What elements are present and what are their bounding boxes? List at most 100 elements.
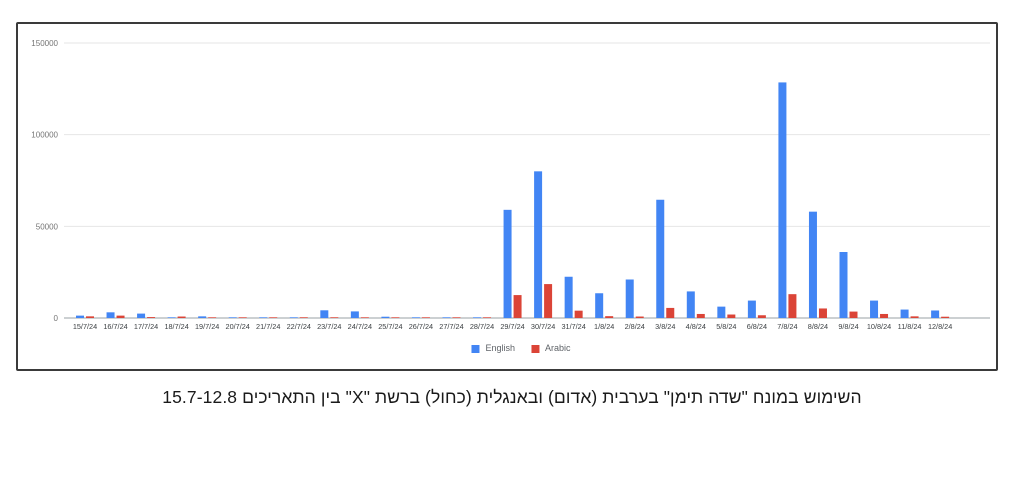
bar-arabic xyxy=(635,316,644,318)
bar-english xyxy=(350,311,359,318)
x-tick-label: 2/8/24 xyxy=(625,322,645,331)
bar-arabic xyxy=(391,317,400,318)
bar-english xyxy=(106,312,115,318)
bar-arabic xyxy=(483,317,492,318)
y-tick-label: 0 xyxy=(54,314,59,323)
x-tick-label: 17/7/24 xyxy=(134,322,158,331)
bar-english xyxy=(931,310,940,318)
x-tick-label: 22/7/24 xyxy=(287,322,311,331)
x-tick-label: 23/7/24 xyxy=(317,322,341,331)
bar-english xyxy=(534,171,543,318)
x-tick-label: 26/7/24 xyxy=(409,322,433,331)
bar-arabic xyxy=(238,317,247,318)
bar-english xyxy=(289,317,298,318)
bar-arabic xyxy=(330,317,339,318)
bar-arabic xyxy=(177,316,186,318)
bar-english xyxy=(778,82,787,318)
legend-item-arabic: Arabic xyxy=(531,344,571,353)
bar-arabic xyxy=(727,314,736,318)
x-tick-label: 25/7/24 xyxy=(378,322,402,331)
legend-item-english: English xyxy=(471,344,515,353)
bar-english xyxy=(808,211,817,318)
bar-english xyxy=(564,276,573,318)
x-tick-label: 1/8/24 xyxy=(594,322,614,331)
bar-arabic xyxy=(86,316,94,318)
bar-arabic xyxy=(910,316,919,318)
x-tick-label: 6/8/24 xyxy=(747,322,767,331)
bar-arabic xyxy=(818,308,827,318)
bar-english xyxy=(870,300,879,318)
bar-english xyxy=(473,317,482,318)
bar-arabic xyxy=(147,317,156,318)
bar-arabic xyxy=(208,317,217,318)
x-tick-label: 8/8/24 xyxy=(808,322,828,331)
bar-english xyxy=(228,317,237,318)
x-tick-label: 16/7/24 xyxy=(103,322,127,331)
chart-legend: English Arabic xyxy=(471,344,571,353)
bar-arabic xyxy=(941,316,950,318)
bar-english xyxy=(259,317,268,318)
bar-arabic xyxy=(452,317,461,318)
x-tick-label: 9/8/24 xyxy=(838,322,858,331)
bar-chart-canvas: 0 50000 100000 150000 15/7/24 16/7/24 17/7/24 1… xyxy=(31,39,990,331)
bar-english xyxy=(595,293,604,318)
x-tick-label: 3/8/24 xyxy=(655,322,675,331)
bar-arabic xyxy=(757,315,766,318)
bar-english xyxy=(686,291,695,318)
x-tick-label: 4/8/24 xyxy=(686,322,706,331)
bar-arabic xyxy=(666,307,675,318)
bar-arabic xyxy=(574,310,583,318)
bar-english xyxy=(625,279,634,318)
x-tick-label: 31/7/24 xyxy=(561,322,585,331)
x-tick-label: 10/8/24 xyxy=(867,322,891,331)
bar-english xyxy=(76,315,84,318)
bar-arabic xyxy=(544,284,553,318)
x-tick-label: 12/8/24 xyxy=(928,322,952,331)
bar-arabic xyxy=(421,317,430,318)
x-tick-label: 27/7/24 xyxy=(439,322,463,331)
x-tick-label: 11/8/24 xyxy=(898,322,922,331)
bar-arabic xyxy=(849,311,858,318)
x-tick-label: 24/7/24 xyxy=(348,322,372,331)
bar-english xyxy=(656,199,665,318)
bar-english xyxy=(167,317,176,318)
x-tick-label: 28/7/24 xyxy=(470,322,494,331)
x-tick-label: 19/7/24 xyxy=(195,322,219,331)
x-tick-label: 30/7/24 xyxy=(531,322,555,331)
bar-arabic xyxy=(360,317,369,318)
bar-arabic xyxy=(269,317,278,318)
y-tick-label: 50000 xyxy=(36,222,59,231)
bar-arabic xyxy=(116,315,125,318)
y-tick-label: 100000 xyxy=(31,131,58,140)
bar-english xyxy=(839,252,848,318)
bar-english xyxy=(900,309,909,318)
x-tick-label: 5/8/24 xyxy=(716,322,736,331)
x-tick-label: 21/7/24 xyxy=(256,322,280,331)
legend-swatch-english xyxy=(471,344,480,353)
bar-arabic xyxy=(880,313,889,318)
bar-arabic xyxy=(299,317,308,318)
bar-english xyxy=(747,300,756,318)
bar-english xyxy=(503,209,512,318)
bar-english xyxy=(198,316,207,318)
legend-label-arabic: Arabic xyxy=(545,343,571,353)
bar-english xyxy=(137,313,146,318)
bar-arabic xyxy=(696,313,705,318)
bar-english xyxy=(442,317,451,318)
legend-label-english: English xyxy=(485,343,516,353)
y-tick-label: 150000 xyxy=(31,39,58,48)
bar-arabic xyxy=(788,294,797,318)
x-tick-label: 29/7/24 xyxy=(500,322,524,331)
x-tick-label: 20/7/24 xyxy=(226,322,250,331)
x-tick-label: 18/7/24 xyxy=(164,322,188,331)
bar-arabic xyxy=(605,316,614,318)
figure-caption: השימוש במונח "שדה תימן" בערבית (אדום) וב… xyxy=(162,387,862,407)
bar-english xyxy=(381,316,390,318)
x-tick-label: 15/7/24 xyxy=(73,322,97,331)
bar-arabic xyxy=(513,295,522,318)
bar-english xyxy=(717,306,726,318)
chart-frame: 0 50000 100000 150000 15/7/24 16/7/24 17/7/24 1… xyxy=(16,22,998,371)
bar-english xyxy=(320,310,329,318)
bar-english xyxy=(411,317,420,318)
